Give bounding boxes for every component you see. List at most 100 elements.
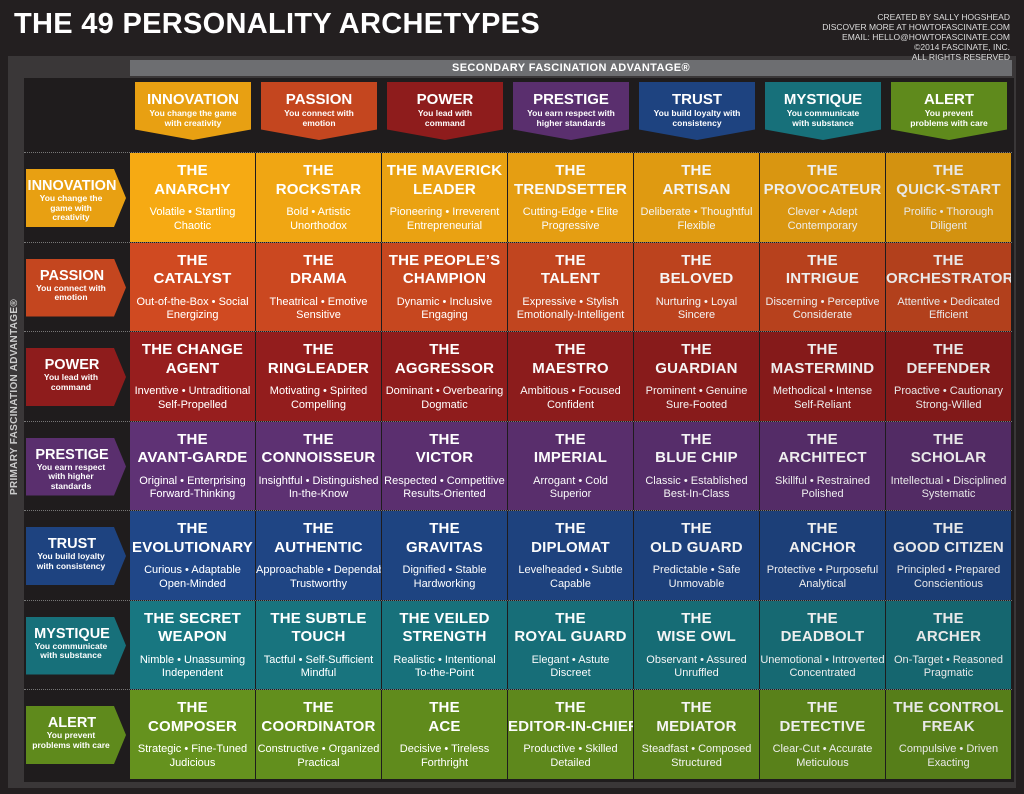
archetype-trait-line: On-Target • Reasoned (893, 653, 1004, 666)
archetype-trait-line: Elegant • Astute (531, 653, 610, 666)
archetype-trait-line: Clear-Cut • Accurate (772, 743, 873, 755)
archetype-name-line: THE (555, 520, 586, 537)
archetype-name-line: THE (555, 699, 586, 716)
archetype-name-line: THE (807, 699, 838, 716)
archetype-name: THE DIPLOMAT (508, 520, 633, 557)
archetype-name: THE PEOPLE’S CHAMPION (382, 252, 507, 289)
archetype-name-line: THE (177, 699, 208, 716)
archetype-name-line: EDITOR-IN-CHIEF (508, 717, 633, 735)
archetype-traits: On-Target • Reasoned Pragmatic (886, 654, 1011, 681)
archetype-cell: THE AGGRESSOR Dominant • Overbearing Dogmat… (382, 332, 507, 421)
archetype-traits: Inventive • Untraditional Self-Propelled (130, 385, 255, 412)
archetype-name: THE DETECTIVE (760, 699, 885, 736)
archetype-trait-line: Progressive (541, 219, 600, 232)
archetype-cell: THE TALENT Expressive • Stylish Emotionally… (508, 242, 633, 331)
archetype-name: THE DRAMA (256, 252, 381, 289)
archetype-traits: Ambitious • Focused Confident (508, 385, 633, 412)
archetype-trait-line: Considerate (792, 309, 853, 321)
archetype-cell: THE TRENDSETTER Cutting-Edge • Elite Progre… (508, 153, 633, 242)
archetype-name-line: THE (303, 430, 334, 448)
row-header-name: POWER (44, 357, 100, 373)
archetype-trait-line: Attentive • Dedicated (897, 295, 1000, 308)
row-header-desc: You earn respect with higher standards (36, 461, 106, 491)
archetype-trait-line: Pragmatic (923, 667, 974, 679)
credit-line: ©2014 FASCINATE, INC. (914, 42, 1010, 52)
archetype-name-line: BELOVED (659, 270, 734, 287)
archetype-name-line: THE (555, 341, 586, 358)
archetype-name: THE VICTOR (382, 431, 507, 468)
credits: CREATED BY SALLY HOGSHEAD DISCOVER MORE A… (822, 12, 1010, 62)
archetype-trait-line: In-the-Know (288, 488, 349, 500)
archetype-traits: Proactive • Cautionary Strong-Willed (886, 385, 1011, 412)
archetype-trait-line: Steadfast • Composed (641, 743, 752, 755)
archetype-cell: THE QUICK-START Prolific • Thorough Diligen… (886, 153, 1011, 242)
archetype-name-line: STRENGTH (402, 628, 487, 645)
archetype-name-line: EVOLUTIONARY (131, 538, 254, 556)
archetype-name: THE VEILED STRENGTH (382, 610, 507, 647)
archetype-trait-line: Flexible (677, 219, 716, 232)
archetype-name: THE CATALYST (130, 252, 255, 289)
archetype-traits: Dominant • Overbearing Dogmatic (382, 385, 507, 412)
archetype-name-line: INTRIGUE (785, 270, 860, 287)
archetype-traits: Elegant • Astute Discreet (508, 654, 633, 681)
archetype-name-line: THE (807, 430, 838, 448)
archetype-traits: Tactful • Self-Sufficient Mindful (256, 654, 381, 681)
archetype-name-line: THE (681, 341, 712, 358)
archetype-trait-line: Concentrated (789, 667, 856, 679)
archetype-traits: Unemotional • Introverted Concentrated (760, 654, 885, 681)
archetype-name-line: MASTERMIND (770, 359, 875, 377)
archetype-name-line: THE (303, 162, 334, 179)
archetype-name-line: THE VEILED (399, 609, 490, 627)
row-separator (24, 599, 1012, 601)
archetype-trait-line: Prolific • Thorough (903, 206, 994, 218)
archetype-name-line: THE (681, 609, 712, 627)
archetype-cell: THE IMPERIAL Arrogant • Cold Superior (508, 421, 633, 510)
archetype-trait-line: Superior (549, 488, 592, 500)
archetype-trait-line: Classic • Established (645, 474, 748, 487)
archetype-name-line: THE (933, 430, 964, 448)
archetype-trait-line: Compelling (290, 398, 347, 411)
archetype-name: THE AUTHENTIC (256, 520, 381, 557)
archetype-traits: Expressive • Stylish Emotionally-Intellig… (508, 296, 633, 323)
archetype-cell: THE GRAVITAS Dignified • Stable Hardworking (382, 511, 507, 600)
archetype-cell: THE WISE OWL Observant • Assured Unruffled (634, 600, 759, 689)
archetype-traits: Observant • Assured Unruffled (634, 654, 759, 681)
secondary-label: SECONDARY FASCINATION ADVANTAGE® (130, 60, 1012, 76)
archetype-trait-line: Capable (550, 577, 591, 590)
archetype-name: THE MAVERICK LEADER (382, 162, 507, 199)
archetype-trait-line: Practical (297, 756, 340, 769)
archetype-name-line: THE (555, 609, 586, 627)
archetype-name: THE SECRET WEAPON (130, 610, 255, 647)
row-separator (24, 420, 1012, 422)
archetype-cell: THE MAVERICK LEADER Pioneering • Irreveren… (382, 153, 507, 242)
archetype-trait-line: Motivating • Spirited (269, 385, 368, 397)
archetype-name: THE SCHOLAR (886, 431, 1011, 468)
archetype-trait-line: Dignified • Stable (402, 564, 487, 576)
archetype-traits: Deliberate • Thoughtful Flexible (634, 206, 759, 233)
archetype-name: THE EDITOR-IN-CHIEF (508, 699, 633, 736)
archetype-traits: Intellectual • Disciplined Systematic (886, 475, 1011, 502)
archetype-name-line: ARCHER (915, 628, 982, 645)
column-header-name: POWER (416, 91, 474, 108)
archetype-trait-line: Diligent (930, 219, 967, 232)
archetype-trait-line: Cutting-Edge • Elite (522, 206, 619, 218)
archetype-name-line: THE (681, 430, 712, 448)
archetype-trait-line: Dominant • Overbearing (385, 385, 504, 397)
archetype-trait-line: Ambitious • Focused (520, 385, 621, 397)
archetype-trait-line: Chaotic (173, 219, 212, 232)
row-header-desc: You build loyalty with consistency (36, 551, 106, 571)
archetype-trait-line: Volatile • Startling (149, 206, 236, 218)
archetype-name-line: THE (429, 699, 460, 716)
archetype-name-line: THE (807, 609, 838, 627)
row-separator (24, 510, 1012, 511)
archetype-name-line: AVANT-GARDE (137, 449, 248, 466)
archetype-traits: Original • Enterprising Forward-Thinking (130, 475, 255, 502)
archetype-name-line: COORDINATOR (261, 717, 376, 735)
archetype-traits: Protective • Purposeful Analytical (760, 564, 885, 591)
archetype-name-line: ROYAL GUARD (514, 628, 627, 645)
title: THE 49 PERSONALITY ARCHETYPES (14, 8, 540, 40)
archetype-cell: THE PROVOCATEUR Clever • Adept Contemporary (760, 153, 885, 242)
archetype-name-line: THE (807, 520, 838, 537)
archetype-trait-line: Self-Propelled (157, 398, 228, 411)
